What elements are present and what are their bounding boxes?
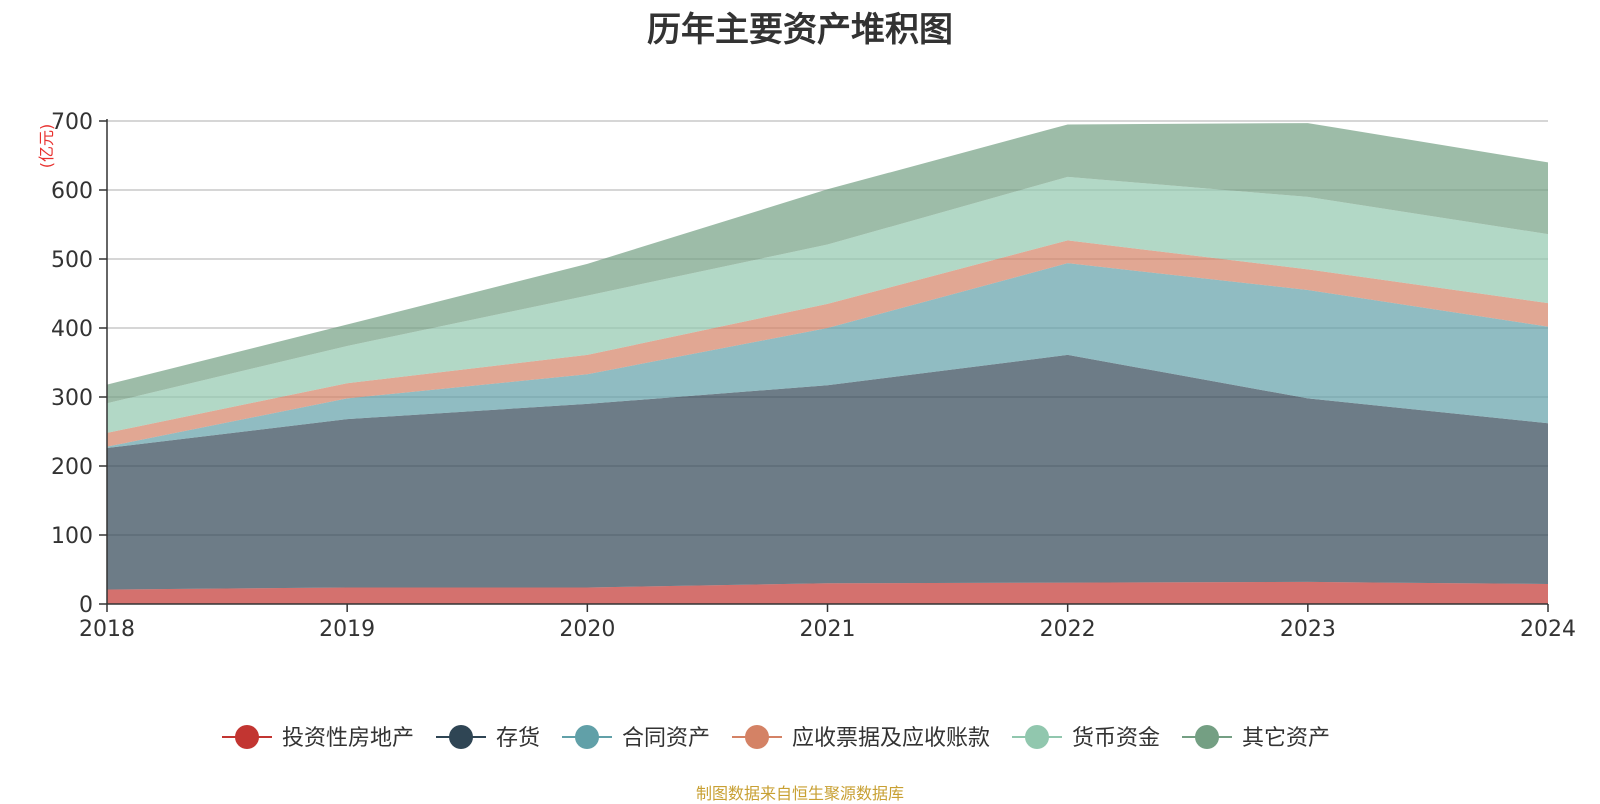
legend-label: 投资性房地产 (282, 726, 414, 751)
x-tick-label: 2019 (319, 617, 375, 642)
y-tick-label: 300 (51, 386, 93, 411)
area-series-5 (107, 123, 1548, 404)
axes: 0 100 200 300 400 500 600 700 2018 2019 2020 2021 20… (51, 110, 1576, 642)
y-tick-label: 700 (51, 110, 93, 135)
legend-label: 货币资金 (1072, 726, 1160, 751)
legend-item: 其它资产 (1182, 725, 1330, 751)
legend-dot-icon (575, 725, 599, 749)
legend-dot-icon (235, 725, 259, 749)
y-tick-label: 0 (79, 593, 93, 618)
legend-dot-icon (1025, 725, 1049, 749)
y-tick-label: 100 (51, 524, 93, 549)
legend-dot-icon (449, 725, 473, 749)
data-point (586, 262, 589, 265)
legend-dot-icon (1195, 725, 1219, 749)
legend-item: 投资性房地产 (222, 725, 414, 751)
y-tick-label: 400 (51, 317, 93, 342)
area-series-1 (107, 354, 1548, 590)
x-tick-label: 2020 (559, 617, 615, 642)
area-layer (107, 122, 1550, 604)
data-source-footer: 制图数据来自恒生聚源数据库 (695, 784, 904, 803)
y-tick-label: 600 (51, 179, 93, 204)
y-axis-unit-label: (亿元) (37, 124, 56, 169)
x-tick-label: 2024 (1520, 617, 1576, 642)
x-tick-label: 2018 (79, 617, 135, 642)
area-series-4 (107, 176, 1548, 433)
legend-dot-icon (745, 725, 769, 749)
data-point (1547, 161, 1550, 164)
legend-label: 存货 (496, 726, 540, 751)
x-tick-label: 2021 (800, 617, 856, 642)
legend-label: 合同资产 (622, 726, 710, 751)
y-tick-label: 200 (51, 455, 93, 480)
x-tick-label: 2023 (1280, 617, 1336, 642)
data-point (346, 323, 349, 326)
data-point (1066, 123, 1069, 126)
legend-item: 应收票据及应收账款 (732, 725, 990, 751)
y-tick-label: 500 (51, 248, 93, 273)
x-tick-label: 2022 (1040, 617, 1096, 642)
chart-title: 历年主要资产堆积图 (647, 10, 953, 50)
legend-item: 合同资产 (562, 725, 710, 751)
legend-label: 应收票据及应收账款 (792, 726, 990, 751)
data-point (1306, 122, 1309, 125)
data-point (826, 188, 829, 191)
legend: 投资性房地产 存货 合同资产 应收票据及应收账款 货币资金 其它资产 (222, 725, 1330, 751)
area-series-2 (107, 263, 1548, 449)
legend-item: 货币资金 (1012, 725, 1160, 751)
legend-item: 存货 (436, 725, 540, 751)
legend-label: 其它资产 (1242, 726, 1330, 751)
